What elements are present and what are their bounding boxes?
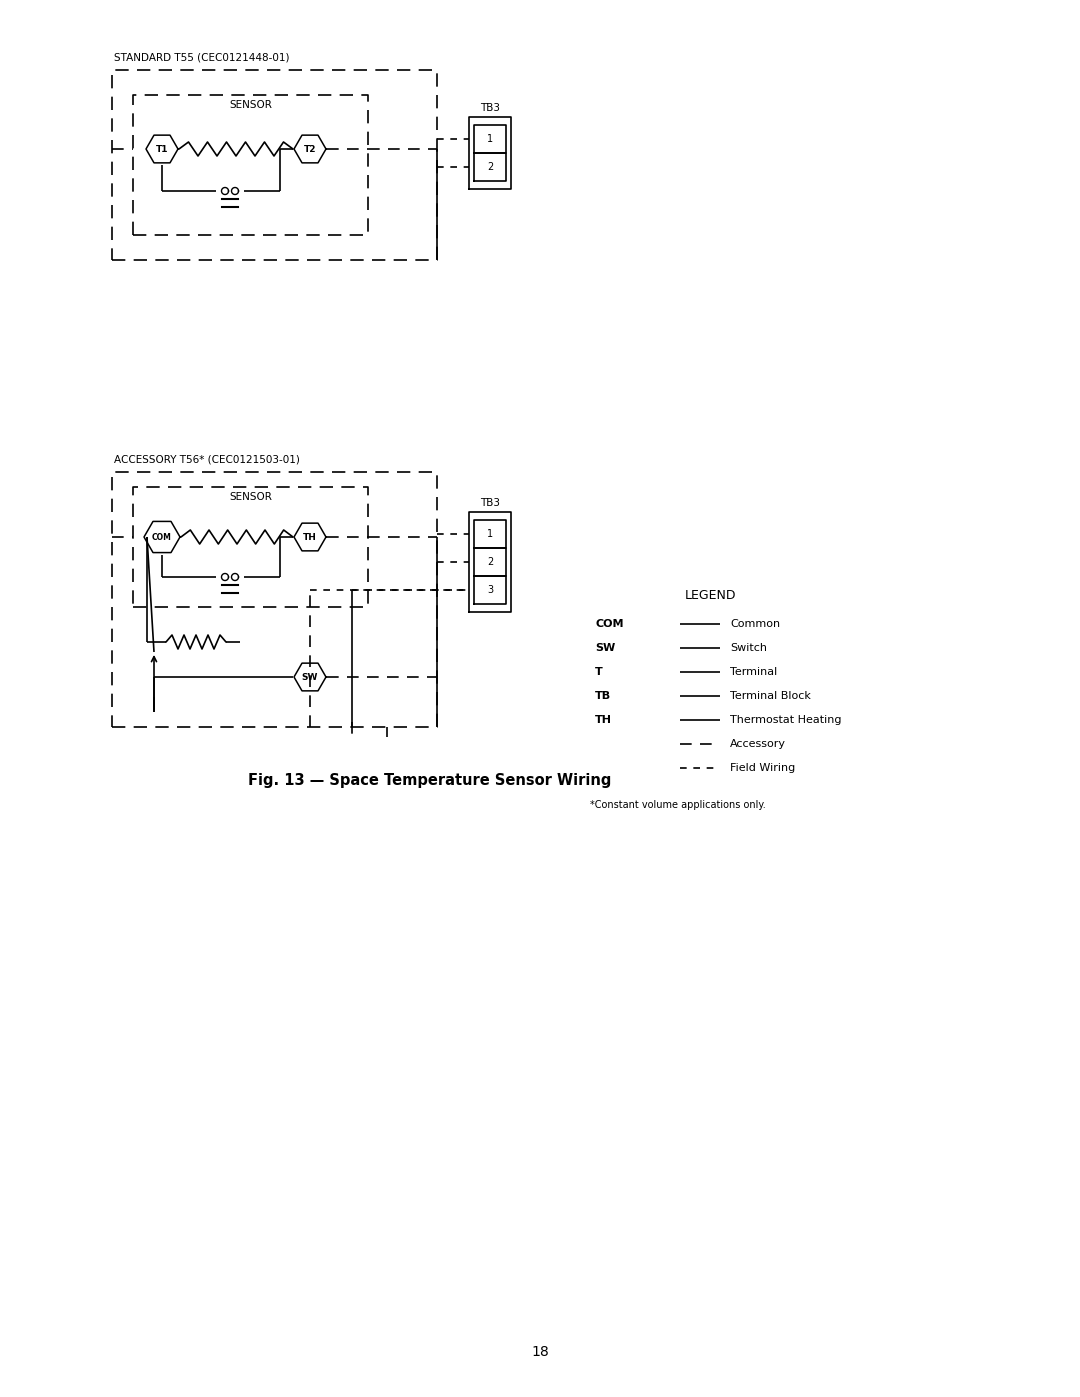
Text: TB3: TB3 xyxy=(480,497,500,509)
Text: STANDARD T55 (CEC0121448-01): STANDARD T55 (CEC0121448-01) xyxy=(114,52,289,61)
Text: Common: Common xyxy=(730,619,780,629)
Polygon shape xyxy=(231,187,239,194)
Text: Thermostat Heating: Thermostat Heating xyxy=(730,715,841,725)
Text: T2: T2 xyxy=(303,144,316,154)
Text: TB3: TB3 xyxy=(480,103,500,113)
Text: Switch: Switch xyxy=(730,643,767,652)
Text: COM: COM xyxy=(595,619,623,629)
Text: 2: 2 xyxy=(487,162,494,172)
Text: T: T xyxy=(595,666,603,678)
Text: 3: 3 xyxy=(487,585,494,595)
Text: *Constant volume applications only.: *Constant volume applications only. xyxy=(590,800,766,810)
Text: SW: SW xyxy=(301,672,319,682)
Polygon shape xyxy=(231,574,239,581)
Text: COM: COM xyxy=(152,532,172,542)
Polygon shape xyxy=(294,522,326,550)
Text: T1: T1 xyxy=(156,144,168,154)
Text: Field Wiring: Field Wiring xyxy=(730,763,795,773)
Polygon shape xyxy=(221,574,229,581)
Text: Accessory: Accessory xyxy=(730,739,786,749)
Text: Terminal Block: Terminal Block xyxy=(730,692,811,701)
Polygon shape xyxy=(144,521,180,553)
Text: 1: 1 xyxy=(487,134,494,144)
Text: TB: TB xyxy=(595,692,611,701)
Text: LEGEND: LEGEND xyxy=(685,590,735,602)
Text: ACCESSORY T56* (CEC0121503-01): ACCESSORY T56* (CEC0121503-01) xyxy=(114,454,300,464)
Text: SW: SW xyxy=(595,643,616,652)
Text: TH: TH xyxy=(303,532,316,542)
Text: 1: 1 xyxy=(487,529,494,539)
Text: Fig. 13 — Space Temperature Sensor Wiring: Fig. 13 — Space Temperature Sensor Wirin… xyxy=(248,773,611,788)
Text: TH: TH xyxy=(595,715,612,725)
Text: SENSOR: SENSOR xyxy=(229,101,272,110)
Text: 18: 18 xyxy=(531,1345,549,1359)
Polygon shape xyxy=(294,136,326,163)
Polygon shape xyxy=(146,136,178,163)
Text: 2: 2 xyxy=(487,557,494,567)
Polygon shape xyxy=(294,664,326,692)
Text: Terminal: Terminal xyxy=(730,666,778,678)
Polygon shape xyxy=(221,187,229,194)
Text: SENSOR: SENSOR xyxy=(229,492,272,502)
